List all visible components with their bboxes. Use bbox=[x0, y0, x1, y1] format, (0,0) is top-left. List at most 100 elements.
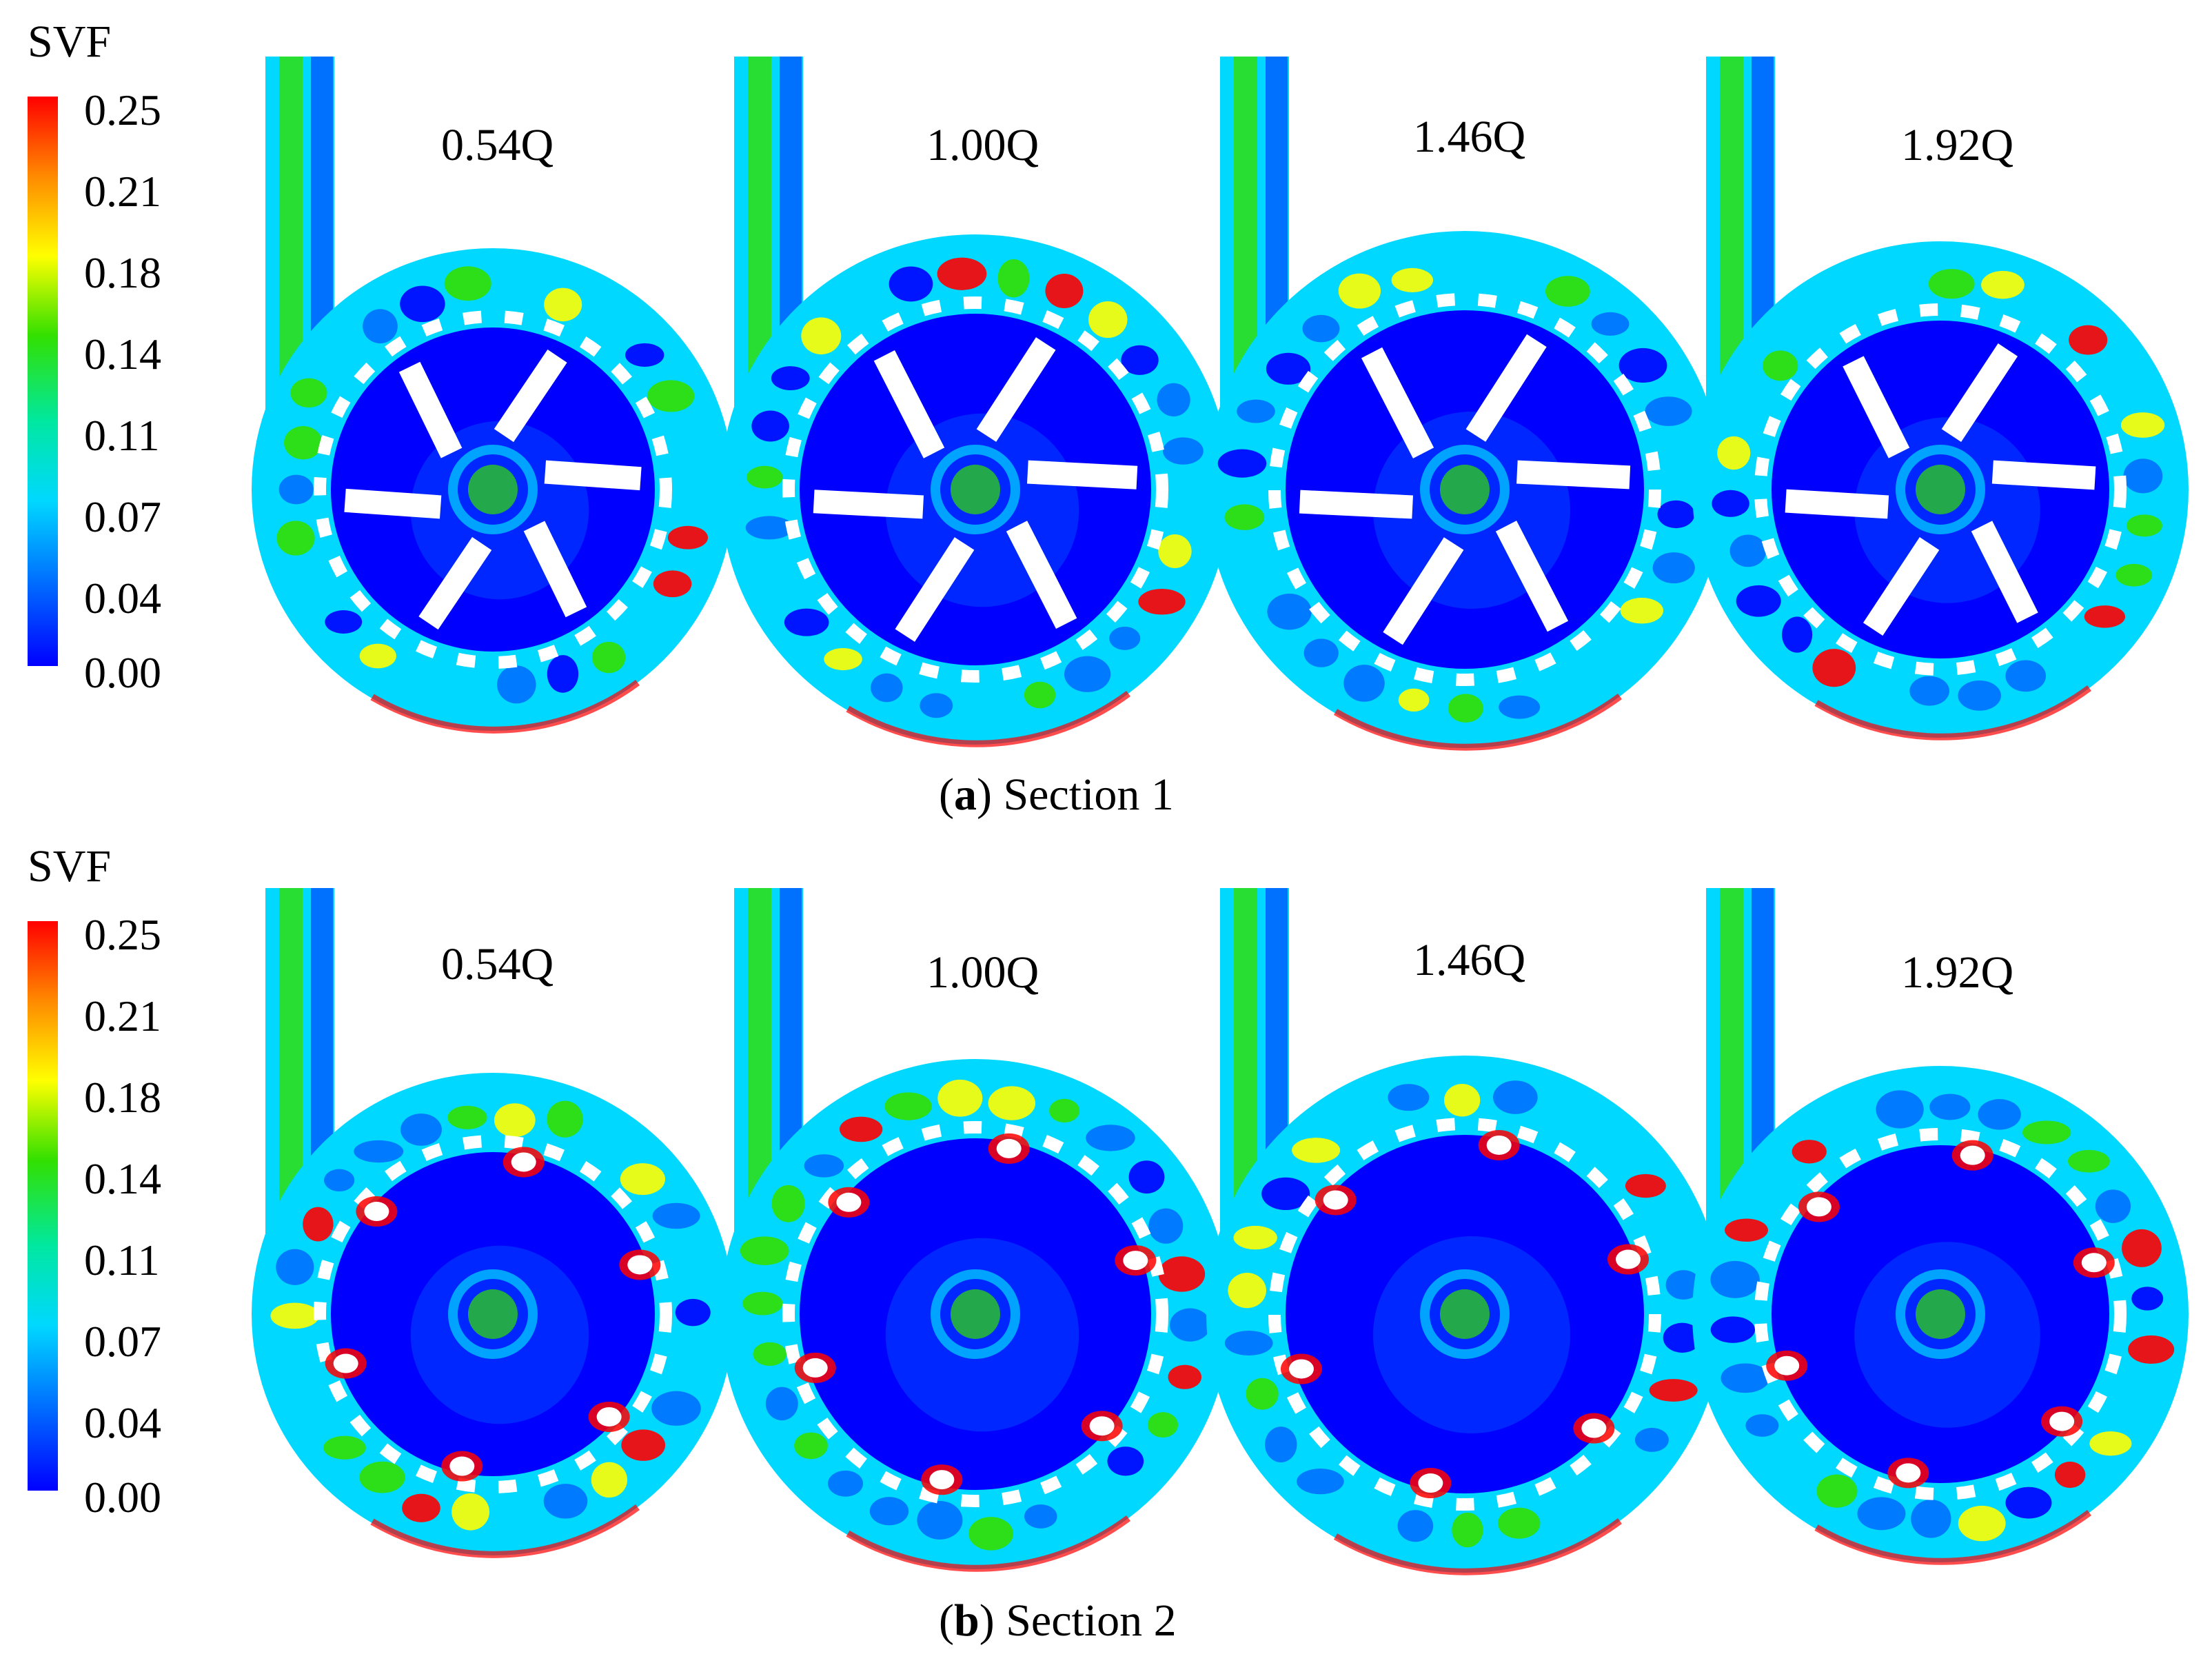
volume-fraction-blob bbox=[771, 1185, 805, 1222]
volume-fraction-blob bbox=[1634, 1427, 1669, 1452]
volume-fraction-blob bbox=[1876, 1090, 1924, 1129]
volume-fraction-blob bbox=[1928, 269, 1975, 299]
impeller-gap bbox=[1268, 1118, 1661, 1511]
volume-fraction-blob bbox=[2053, 637, 2087, 668]
volume-fraction-blob bbox=[359, 1461, 405, 1493]
tick-label: 0.07 bbox=[84, 1317, 161, 1366]
impeller-blade bbox=[1941, 343, 2018, 442]
volume-fraction-blob bbox=[1545, 276, 1590, 307]
volume-fraction-blob bbox=[290, 378, 327, 408]
volume-fraction-blob bbox=[276, 1249, 314, 1285]
volume-fraction-blob bbox=[591, 1462, 627, 1498]
impeller-blade bbox=[813, 490, 924, 519]
volume-fraction-blob bbox=[1049, 1098, 1080, 1123]
volume-fraction-blob bbox=[1981, 270, 2025, 299]
volume-fraction-blob bbox=[652, 1202, 700, 1229]
volume-fraction-blob bbox=[544, 288, 582, 322]
impeller-blade bbox=[1616, 1249, 1641, 1269]
volume-fraction-blob bbox=[1343, 1491, 1392, 1520]
volume-fraction-blob bbox=[1745, 1414, 1779, 1437]
volume-fraction-blob bbox=[889, 266, 933, 302]
impeller-blade bbox=[1089, 1416, 1115, 1436]
impeller-gap bbox=[314, 1135, 672, 1493]
volume-fraction-blob bbox=[740, 1236, 789, 1266]
volume-fraction-blob bbox=[1763, 350, 1798, 381]
impeller-blade bbox=[511, 1152, 536, 1172]
volume-fraction-blob bbox=[323, 1435, 366, 1460]
volume-fraction-blob bbox=[2095, 1189, 2131, 1223]
pump-contour bbox=[720, 57, 1230, 747]
volume-fraction-blob bbox=[651, 1391, 701, 1426]
volume-fraction-blob bbox=[451, 1493, 490, 1531]
volume-fraction-blob bbox=[2054, 1461, 2086, 1489]
condition-label: 1.46Q bbox=[1413, 112, 1526, 162]
hub-halo bbox=[931, 445, 1020, 534]
pump-contour bbox=[1692, 57, 2189, 740]
impeller-hub bbox=[951, 465, 1000, 514]
hub-halo bbox=[448, 1269, 538, 1359]
high-fraction-rim bbox=[1333, 693, 1622, 751]
impeller-blade bbox=[1896, 1463, 1921, 1483]
impeller-blade bbox=[1383, 537, 1464, 645]
tick-label: 0.04 bbox=[84, 1398, 161, 1447]
colorbar-gradient bbox=[28, 97, 58, 666]
volume-fraction-blob bbox=[937, 1079, 983, 1117]
volume-fraction-blob bbox=[1064, 656, 1111, 692]
pump-contour bbox=[1692, 888, 2189, 1565]
volume-fraction-blob bbox=[1168, 1364, 1202, 1389]
volume-fraction-blob bbox=[1343, 665, 1385, 702]
volume-fraction-blob bbox=[1782, 616, 1813, 653]
volume-fraction-blob bbox=[1217, 449, 1267, 478]
volume-fraction-blob bbox=[1147, 1412, 1179, 1438]
volume-fraction-blob bbox=[1958, 1505, 2006, 1542]
volume-fraction-blob bbox=[1265, 1427, 1297, 1462]
volume-fraction-blob bbox=[1448, 694, 1483, 723]
volume-fraction-blob bbox=[1729, 534, 1767, 567]
impeller-blade bbox=[2081, 1253, 2107, 1273]
section-1-contour-plots bbox=[252, 57, 2189, 751]
volume-fraction-blob bbox=[1652, 552, 1695, 584]
volume-fraction-blob bbox=[1665, 1270, 1701, 1300]
volume-fraction-blob bbox=[1292, 1138, 1341, 1163]
volume-fraction-blob bbox=[592, 1132, 623, 1158]
volume-fraction-blob bbox=[2126, 514, 2162, 537]
volume-fraction-blob bbox=[1499, 695, 1541, 719]
volume-fraction-blob bbox=[753, 1342, 787, 1367]
volume-fraction-blob bbox=[1645, 396, 1692, 426]
impeller-blade bbox=[1026, 460, 1138, 490]
high-fraction-rim bbox=[1814, 1509, 2091, 1565]
volume-fraction-blob bbox=[1228, 1273, 1266, 1309]
impeller-blade bbox=[523, 521, 587, 618]
volume-fraction-blob bbox=[1654, 1213, 1693, 1250]
volume-fraction-blob bbox=[751, 410, 789, 442]
volume-fraction-blob bbox=[1388, 1084, 1430, 1111]
tick-label: 0.25 bbox=[84, 85, 161, 134]
volume-fraction-blob bbox=[917, 1501, 963, 1540]
volume-fraction-blob bbox=[447, 1105, 487, 1129]
impeller-gap bbox=[782, 1121, 1168, 1507]
volume-fraction-blob bbox=[1024, 1504, 1057, 1529]
volume-fraction-blob bbox=[871, 673, 903, 703]
volume-fraction-blob bbox=[2093, 368, 2134, 399]
volume-fraction-blob bbox=[1224, 1330, 1273, 1356]
volume-fraction-blob bbox=[755, 566, 798, 593]
impeller-blade bbox=[1006, 521, 1077, 629]
condition-label: 1.46Q bbox=[1413, 935, 1526, 985]
impeller-gap bbox=[1754, 303, 2127, 676]
tick-label: 0.18 bbox=[84, 248, 161, 297]
volume-fraction-blob bbox=[1158, 1256, 1206, 1292]
volume-fraction-blob bbox=[284, 425, 323, 460]
volume-fraction-blob bbox=[2029, 293, 2065, 329]
tick-label: 0.21 bbox=[84, 167, 161, 216]
volume-fraction-blob bbox=[1162, 437, 1204, 465]
tick-label: 0.25 bbox=[84, 910, 161, 959]
volume-fraction-blob bbox=[2122, 1229, 2162, 1267]
tick-label: 0.04 bbox=[84, 574, 161, 623]
volume-fraction-blob bbox=[771, 366, 810, 391]
volume-fraction-blob bbox=[303, 1207, 334, 1242]
volume-fraction-blob bbox=[1338, 273, 1381, 309]
high-fraction-rim bbox=[370, 679, 640, 734]
volume-fraction-blob bbox=[1303, 638, 1339, 667]
condition-label: 0.54Q bbox=[441, 120, 554, 170]
volume-fraction-blob bbox=[2005, 1486, 2052, 1519]
